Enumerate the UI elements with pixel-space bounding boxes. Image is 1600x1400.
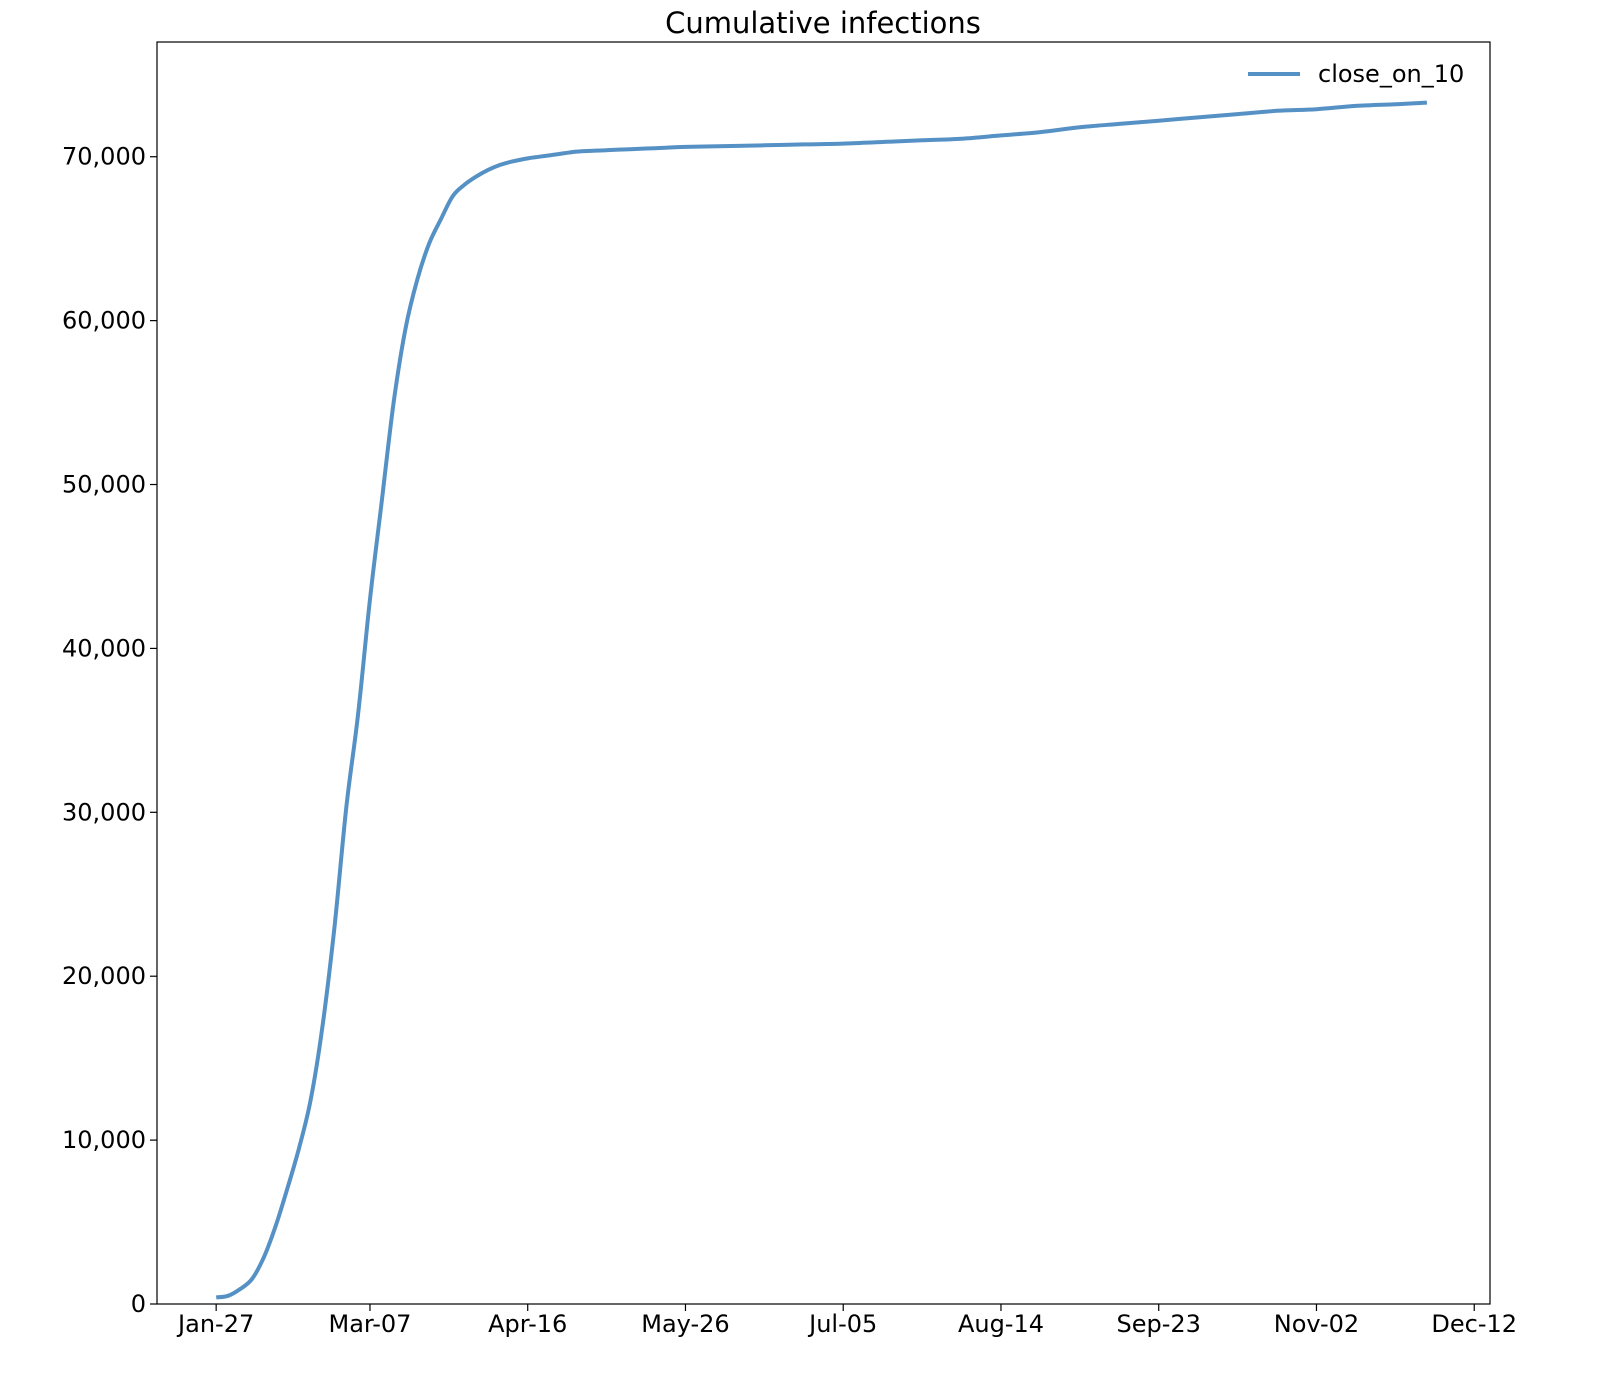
x-tick-label: May-26 <box>641 1310 729 1338</box>
y-tick-label: 40,000 <box>62 634 146 662</box>
x-tick-label: Dec-12 <box>1431 1310 1517 1338</box>
y-axis-ticks: 0 10,000 20,000 30,000 40,000 50,000 60,000 70,… <box>62 143 157 1318</box>
x-tick-label: Sep-23 <box>1117 1310 1201 1338</box>
plot-frame <box>156 41 1491 1305</box>
legend: close_on_10 <box>1248 60 1464 88</box>
y-tick-label: 70,000 <box>62 143 146 171</box>
x-tick-label: Jul-05 <box>807 1310 877 1338</box>
series-layer <box>215 100 1428 1300</box>
y-tick-label: 0 <box>131 1290 146 1318</box>
x-tick-label: Jan-27 <box>176 1310 254 1338</box>
legend-label-close_on_10: close_on_10 <box>1318 60 1464 88</box>
x-tick-label: Mar-07 <box>328 1310 411 1338</box>
x-tick-label: Apr-16 <box>488 1310 567 1338</box>
y-tick-label: 10,000 <box>62 1126 146 1154</box>
x-axis-ticks: Jan-27 Mar-07 Apr-16 May-26 Jul-05 Aug-14 Sep-… <box>176 1304 1517 1338</box>
y-tick-label: 60,000 <box>62 307 146 335</box>
x-tick-label: Aug-14 <box>958 1310 1044 1338</box>
y-tick-label: 30,000 <box>62 798 146 826</box>
series-line-close_on_10 <box>215 100 1428 1300</box>
chart-title: Cumulative infections <box>665 6 981 40</box>
y-tick-label: 20,000 <box>62 962 146 990</box>
y-tick-label: 50,000 <box>62 471 146 499</box>
x-tick-label: Nov-02 <box>1274 1310 1359 1338</box>
